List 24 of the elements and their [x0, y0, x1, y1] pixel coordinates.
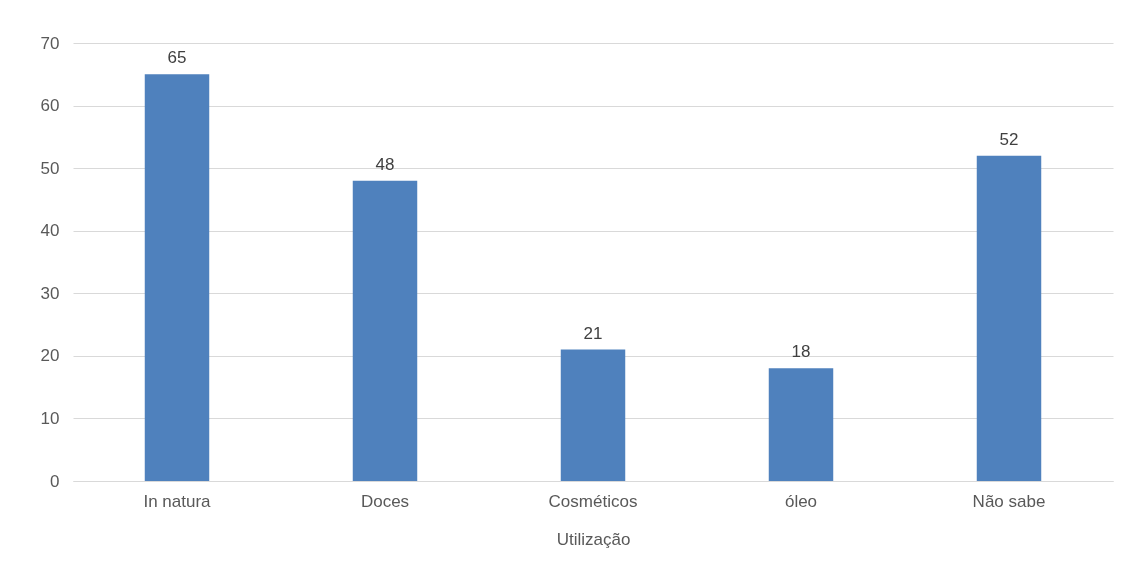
bar [144, 74, 210, 481]
bar [352, 180, 418, 481]
x-tick-label: Doces [360, 491, 410, 511]
bar [976, 155, 1042, 481]
y-tick-label: 10 [40, 408, 60, 428]
y-tick-label: 50 [40, 158, 60, 178]
data-label: 21 [583, 323, 603, 343]
bar [768, 368, 834, 481]
data-label: 52 [999, 129, 1019, 149]
x-tick-label: In natura [143, 491, 212, 511]
y-tick-label: 0 [50, 471, 60, 491]
x-tick-label: Cosméticos [548, 491, 638, 511]
y-tick-label: 70 [40, 33, 60, 53]
bar [560, 349, 626, 481]
y-tick-label: 20 [40, 346, 60, 366]
data-label: 48 [375, 154, 395, 174]
x-tick-label: óleo [784, 491, 818, 511]
y-tick-label: 40 [40, 221, 60, 241]
y-tick-label: 60 [40, 96, 60, 116]
data-label: 18 [791, 342, 811, 362]
y-tick-label: 30 [40, 283, 60, 303]
x-axis-title: Utilização [556, 529, 631, 549]
data-label: 65 [167, 48, 187, 68]
x-tick-label: Não sabe [972, 491, 1046, 511]
